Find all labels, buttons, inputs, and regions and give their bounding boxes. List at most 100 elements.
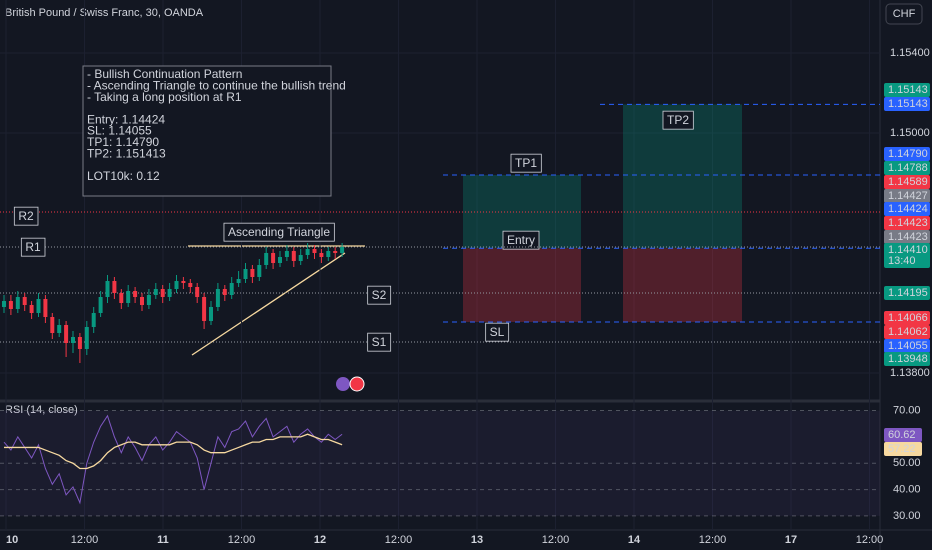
price-tag-label: 1.14427 [888, 190, 928, 202]
price-tag-label: 1.13948 [888, 353, 928, 365]
x-tick-label: 12:00 [385, 534, 413, 546]
candle-body [271, 253, 276, 263]
x-tick-label: 13 [471, 534, 483, 546]
price-tag [884, 352, 930, 366]
chart-title: British Pound / Swiss Franc, 30, OANDA [5, 7, 204, 19]
price-tag [884, 339, 930, 353]
candle-body [98, 297, 103, 313]
price-tag [884, 216, 930, 230]
price-tag-label: 1.15143 [888, 98, 928, 110]
candle-body [188, 283, 193, 287]
price-tag-label: 1.15143 [888, 84, 928, 96]
candle-body [43, 299, 48, 317]
y-tick-label: 1.15400 [890, 47, 930, 59]
note-line: - Taking a long position at R1 [87, 90, 242, 104]
note-line: SL: 1.14055 [87, 124, 152, 138]
candle-body [57, 325, 62, 333]
level-label: S1 [372, 335, 387, 349]
flag-icon[interactable] [349, 376, 365, 392]
candle-body [222, 289, 227, 295]
candle-body [340, 247, 345, 253]
currency[interactable]: CHF [893, 8, 916, 20]
price-tag-label: 1.14410 [888, 244, 928, 256]
loss-zone [463, 248, 581, 322]
rsi-line [3, 414, 343, 505]
level-label: R2 [18, 209, 34, 223]
candle-body [22, 297, 27, 305]
price-tag [884, 175, 930, 189]
candle-body [319, 253, 324, 257]
level-label-box [367, 332, 392, 352]
x-tick-label: 12:00 [228, 534, 256, 546]
note-line: - Ascending Triangle to continue the bul… [87, 78, 346, 92]
candle-body [243, 269, 248, 279]
pattern-label-box [223, 222, 335, 242]
price-tag-label: 1.14424 [888, 203, 928, 215]
x-tick-label: 11 [157, 534, 169, 546]
countdown: 13:40 [888, 255, 916, 267]
price-tag-label: 1.14790 [888, 148, 928, 160]
price-tag-label: 1.14423 [888, 231, 928, 243]
candle-body [167, 289, 172, 297]
note-line: LOT10k: 0.12 [87, 169, 160, 183]
candle-body [312, 249, 317, 253]
entry-label-box [502, 230, 540, 250]
candle-body [8, 301, 13, 309]
candle-body [29, 305, 34, 313]
x-tick-label: 12:00 [856, 534, 884, 546]
candle-body [209, 307, 213, 321]
candle-body [291, 251, 296, 261]
candle-body [15, 297, 20, 309]
note-line: Entry: 1.14424 [87, 112, 165, 126]
price-tag-label: 1.14062 [888, 326, 928, 338]
candle-body [174, 281, 179, 289]
candle-body [36, 299, 41, 313]
level-label-box [13, 206, 39, 226]
candle-body [50, 317, 55, 333]
pattern-label: Ascending Triangle [228, 225, 330, 239]
price-tag [884, 161, 930, 175]
price-tag [884, 189, 930, 203]
price-tag-label: 1.14423 [888, 217, 928, 229]
candle-body [202, 297, 207, 321]
rsi-tag-label: 57.22 [888, 443, 916, 455]
x-tick-label: 12:00 [699, 534, 727, 546]
candle-body [105, 281, 110, 297]
x-tick-label: 10 [6, 534, 18, 546]
note-line: - Bullish Continuation Pattern [87, 67, 242, 81]
candle-body [112, 281, 117, 293]
currency-button[interactable] [885, 3, 923, 25]
rsi-tag [884, 442, 922, 456]
note-box [82, 65, 332, 197]
candle-body [278, 257, 282, 263]
x-tick-label: 12:00 [542, 534, 570, 546]
candle-body [77, 337, 82, 349]
candle-body [119, 293, 124, 303]
event-icon[interactable] [336, 377, 350, 391]
candle-body [126, 291, 131, 303]
price-tag-label: 1.14195 [888, 287, 928, 299]
loss-zone [623, 248, 742, 322]
candle-body [284, 251, 289, 257]
candle-body [2, 301, 6, 307]
rsi-tag [884, 428, 922, 442]
candle-body [264, 253, 269, 265]
rsi-tick-label: 70.00 [893, 404, 921, 416]
rsi-tick-label: 40.00 [893, 483, 921, 495]
sl-label: SL [490, 325, 505, 339]
tp1-label-box [510, 153, 542, 173]
tp2-label-box [662, 110, 694, 130]
candle-body [215, 289, 220, 307]
candle-body [91, 313, 96, 327]
level-label: R1 [25, 240, 41, 254]
candle-body [140, 297, 144, 305]
price-tag [884, 243, 930, 268]
candle-body [64, 325, 69, 343]
price-tag [884, 286, 930, 300]
level-label: S2 [372, 288, 387, 302]
candle-body [146, 295, 151, 305]
candle-body [195, 287, 200, 297]
candle-body [298, 255, 303, 261]
candle-body [229, 283, 234, 295]
